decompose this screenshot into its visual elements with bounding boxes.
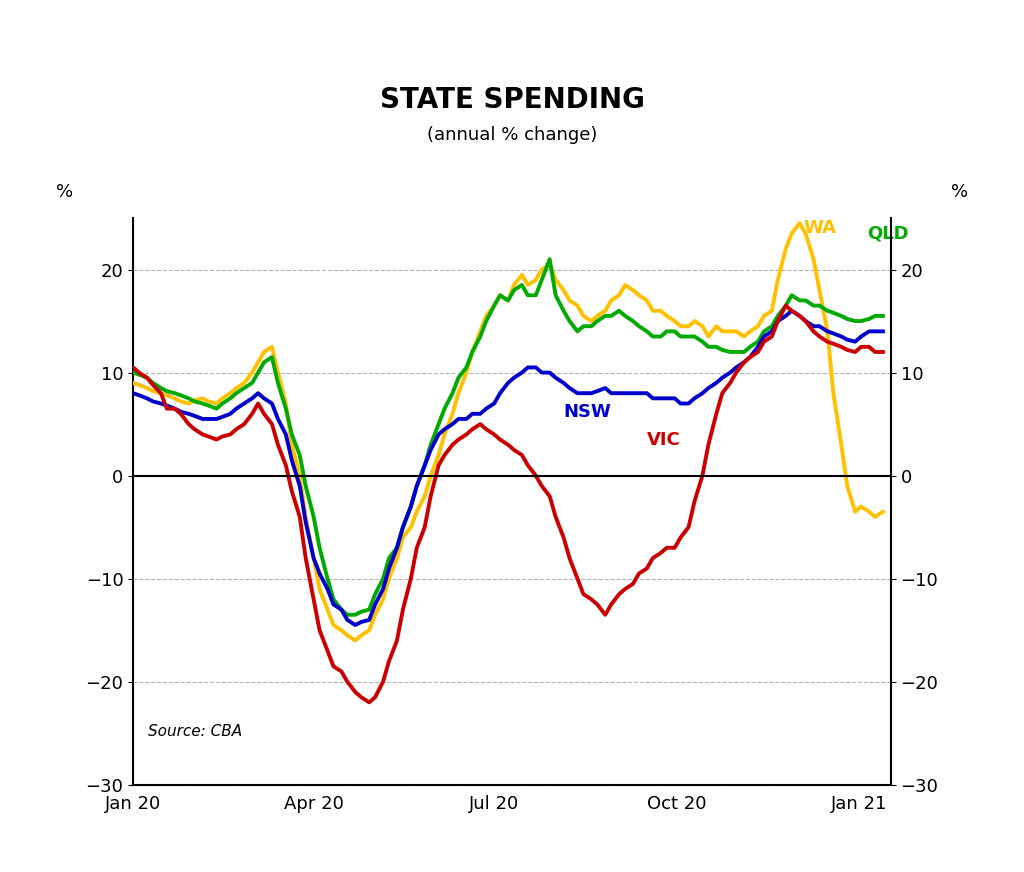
Text: %: % xyxy=(950,183,968,201)
Text: (annual % change): (annual % change) xyxy=(427,126,597,144)
Text: STATE SPENDING: STATE SPENDING xyxy=(380,86,644,114)
Text: Source: CBA: Source: CBA xyxy=(148,725,243,739)
Text: QLD: QLD xyxy=(867,224,908,242)
Text: %: % xyxy=(56,183,74,201)
Text: WA: WA xyxy=(804,219,837,237)
Text: VIC: VIC xyxy=(647,431,681,448)
Text: NSW: NSW xyxy=(563,403,611,421)
